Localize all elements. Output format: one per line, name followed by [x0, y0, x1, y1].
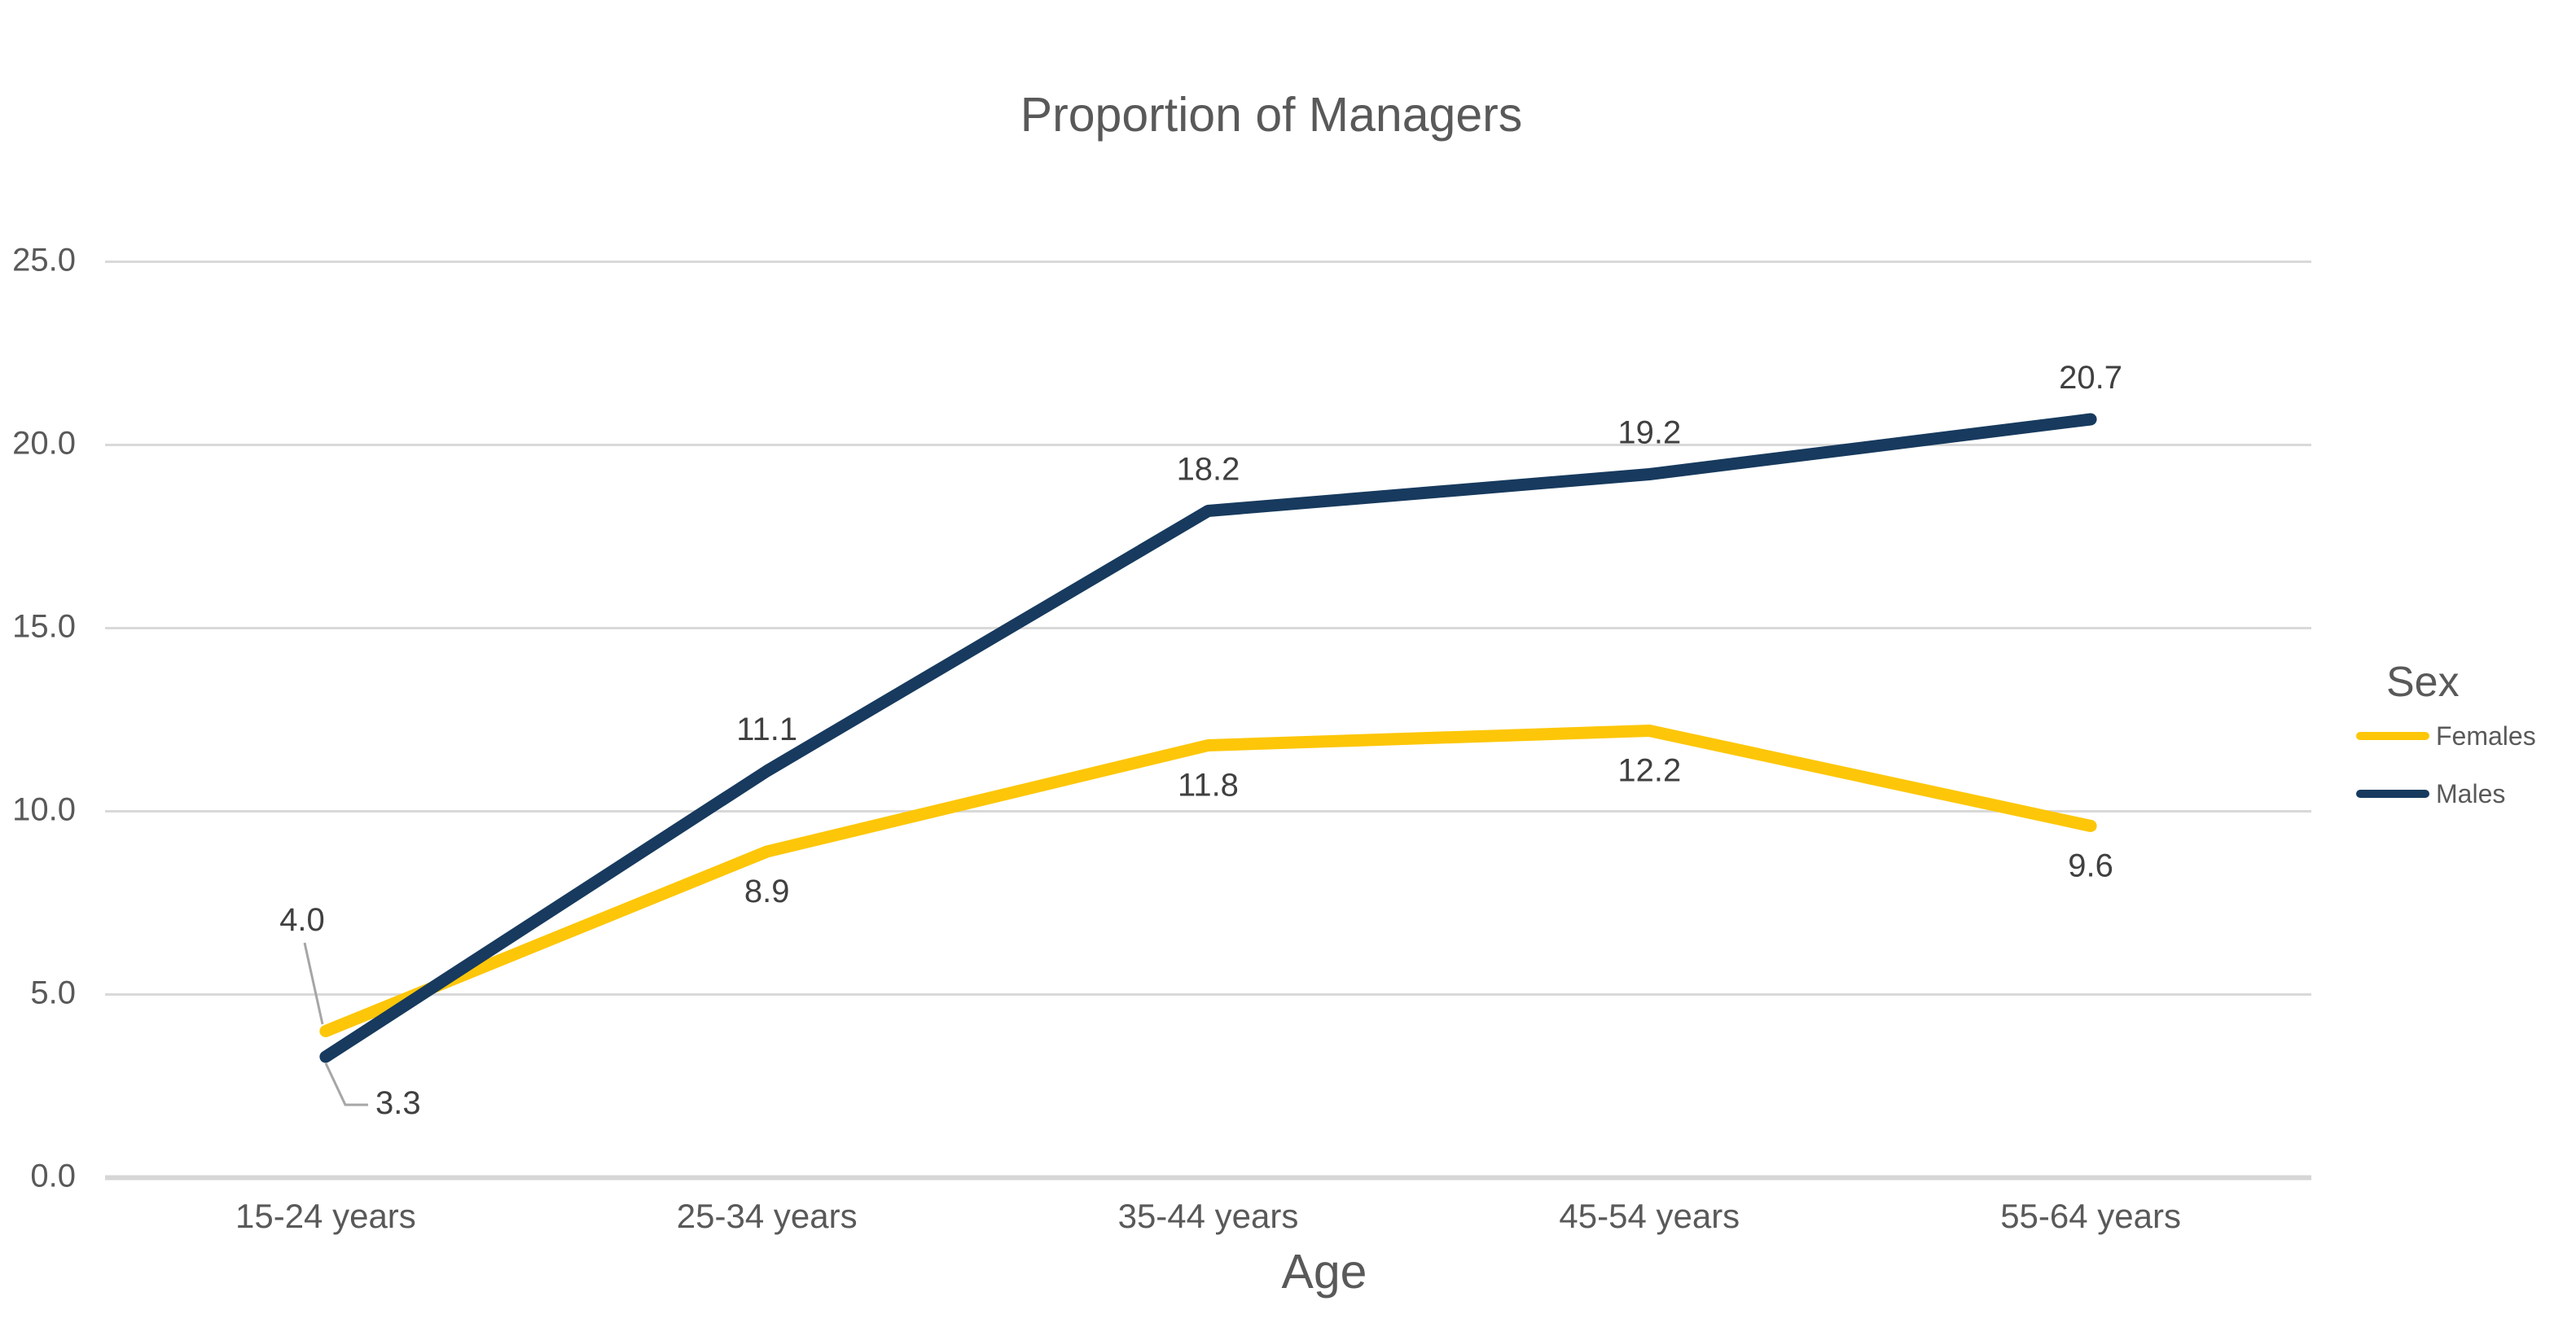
x-tick-label: 55-64 years — [2000, 1197, 2181, 1235]
females-line — [319, 725, 2097, 1037]
legend-label-males: Males — [2436, 779, 2506, 808]
data-label: 20.7 — [2059, 360, 2122, 396]
x-axis-title: Age — [1281, 1245, 1367, 1299]
data-label: 4.0 — [279, 902, 325, 938]
data-label: 3.3 — [375, 1085, 421, 1121]
legend-title: Sex — [2386, 659, 2460, 706]
leader-line — [303, 942, 324, 1025]
males-line-swatch — [2356, 790, 2429, 798]
y-tick-label: 20.0 — [12, 426, 76, 462]
x-tick-label: 35-44 years — [1118, 1197, 1299, 1235]
y-tick-label: 25.0 — [12, 243, 76, 278]
x-tick-label: 45-54 years — [1559, 1197, 1740, 1235]
y-tick-label: 15.0 — [12, 609, 76, 645]
y-tick-label: 10.0 — [12, 792, 76, 828]
females-line-swatch — [2356, 732, 2429, 740]
data-label: 11.8 — [1178, 768, 1239, 804]
legend-label-females: Females — [2436, 721, 2536, 751]
males-line — [319, 413, 2097, 1063]
data-label: 12.2 — [1617, 753, 1681, 789]
x-tick-label: 15-24 years — [235, 1197, 416, 1235]
leader-line — [324, 1062, 368, 1106]
data-label: 19.2 — [1617, 415, 1681, 451]
data-label: 18.2 — [1177, 452, 1240, 488]
data-label: 9.6 — [2068, 848, 2113, 884]
data-label: 8.9 — [744, 874, 790, 909]
y-tick-label: 0.0 — [30, 1159, 76, 1194]
x-tick-label: 25-34 years — [677, 1197, 858, 1235]
y-tick-label: 5.0 — [30, 975, 76, 1011]
legend-item-females: Females — [2356, 720, 2536, 752]
chart-title: Proportion of Managers — [1020, 88, 1523, 142]
data-label: 11.1 — [736, 712, 797, 747]
legend-item-males: Males — [2356, 778, 2505, 810]
